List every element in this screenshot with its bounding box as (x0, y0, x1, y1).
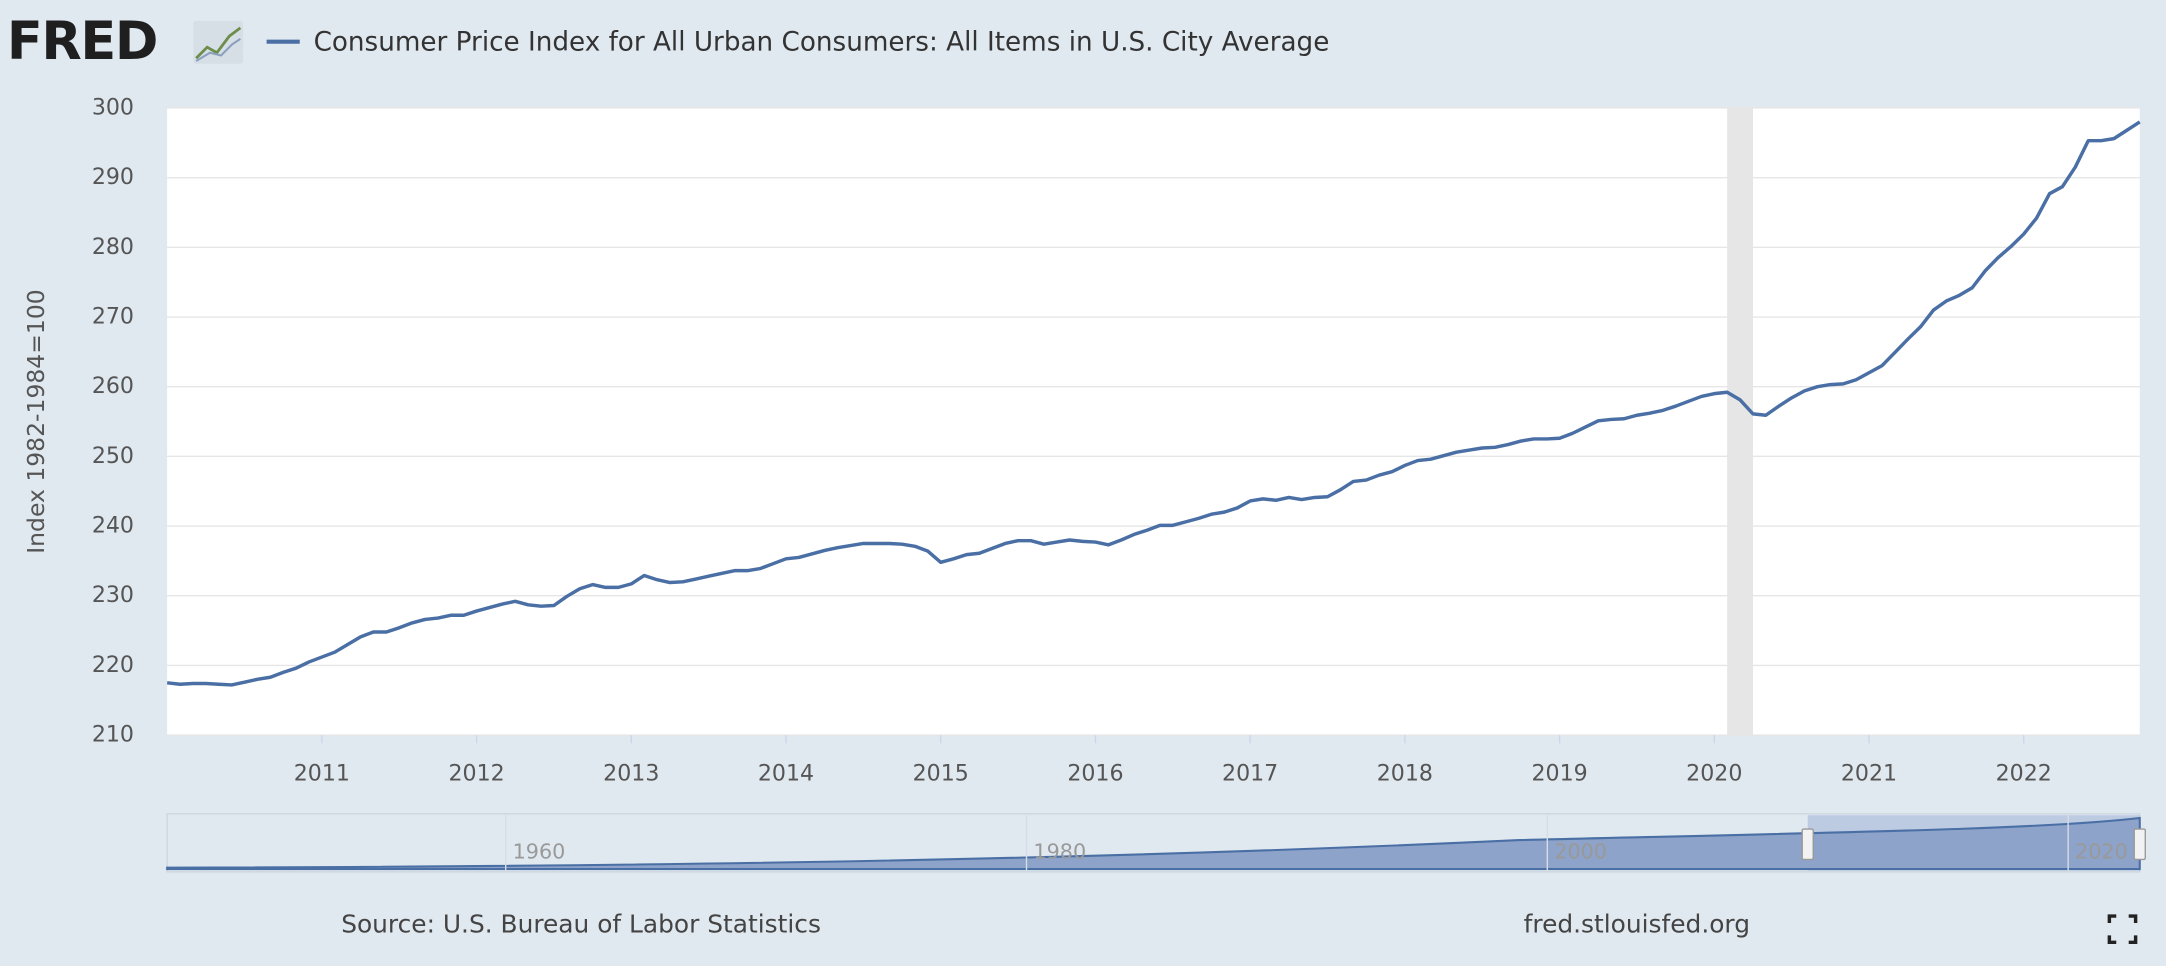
x-tick-label: 2011 (294, 760, 350, 786)
x-tick-label: 2020 (1686, 760, 1742, 786)
y-tick-label: 290 (92, 164, 134, 190)
navigator-tick-label: 2020 (2075, 840, 2128, 864)
y-tick-label: 300 (92, 94, 134, 120)
y-tick-label: 210 (92, 722, 134, 748)
logo-icon (193, 20, 244, 64)
navigator-tick-label: 1960 (513, 840, 566, 864)
recession-band (1727, 107, 1753, 736)
y-axis-label: Index 1982-1984=100 (22, 289, 50, 553)
navigator-handle[interactable] (1801, 828, 1814, 861)
y-tick-label: 250 (92, 443, 134, 469)
navigator-tick-label: 2000 (1554, 840, 1607, 864)
x-tick-label: 2014 (758, 760, 814, 786)
x-tick-label: 2017 (1222, 760, 1278, 786)
fullscreen-button[interactable] (2107, 914, 2138, 945)
y-tick-label: 220 (92, 652, 134, 678)
series-line (166, 120, 2141, 687)
y-tick-label: 230 (92, 582, 134, 608)
navigator-handle[interactable] (2133, 828, 2146, 861)
y-tick-label: 280 (92, 234, 134, 260)
navigator-tick-label: 1980 (1033, 840, 1086, 864)
x-tick-label: 2012 (448, 760, 504, 786)
source: Source: U.S. Bureau of Labor Statistics (341, 910, 821, 939)
x-tick-label: 2021 (1841, 760, 1897, 786)
x-tick-label: 2013 (603, 760, 659, 786)
navigator-series (166, 816, 2141, 871)
x-tick-label: 2022 (1996, 760, 2052, 786)
logo: FRED (7, 11, 157, 72)
x-tick-label: 2015 (913, 760, 969, 786)
navigator: 1960 1980 2000 2020 (166, 813, 2146, 873)
x-tick-label: 2018 (1377, 760, 1433, 786)
y-tick-label: 240 (92, 513, 134, 539)
legend-label: Consumer Price Index for All Urban Consu… (314, 28, 1330, 58)
y-tick-label: 260 (92, 373, 134, 399)
x-tick-label: 2016 (1067, 760, 1123, 786)
y-tick-label: 270 (92, 304, 134, 330)
plot-area (167, 107, 2140, 736)
site-link[interactable]: fred.stlouisfed.org (1524, 910, 1750, 939)
x-tick-label: 2019 (1531, 760, 1587, 786)
